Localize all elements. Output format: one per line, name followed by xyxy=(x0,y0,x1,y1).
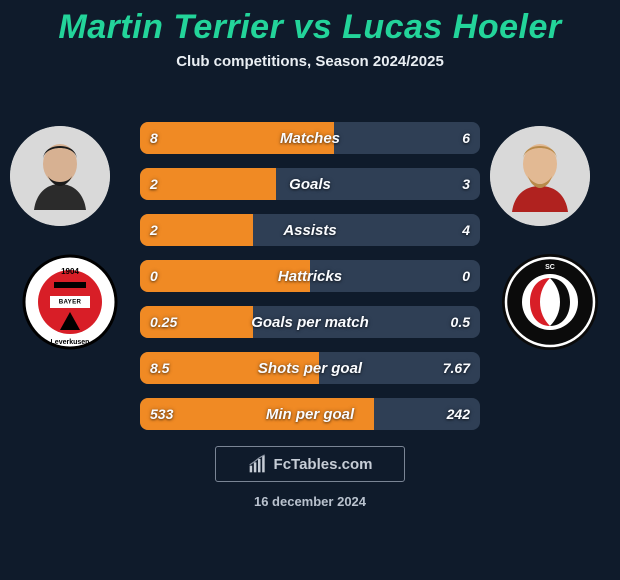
svg-text:Leverkusen: Leverkusen xyxy=(51,339,90,346)
stat-row: 00Hattricks xyxy=(140,260,480,292)
club-right-badge: SC xyxy=(500,252,600,352)
club-left-badge: 1904 BAYER Leverkusen xyxy=(20,252,120,352)
stat-label: Goals xyxy=(140,168,480,200)
stat-label: Goals per match xyxy=(140,306,480,338)
page-title: Martin Terrier vs Lucas Hoeler xyxy=(0,0,620,47)
person-icon xyxy=(490,126,590,226)
stat-row: 24Assists xyxy=(140,214,480,246)
stat-row: 8.57.67Shots per goal xyxy=(140,352,480,384)
player-left-avatar xyxy=(10,126,110,226)
svg-text:SC: SC xyxy=(545,264,555,271)
player-right-name: Lucas Hoeler xyxy=(342,8,562,46)
site-logo-box: FcTables.com xyxy=(215,446,405,482)
svg-text:BAYER: BAYER xyxy=(59,299,82,306)
comparison-infographic: Martin Terrier vs Lucas Hoeler Club comp… xyxy=(0,0,620,580)
club-year-text: 1904 xyxy=(61,267,79,276)
stats-rows: 86Matches 23Goals 24Assists 00Hattricks 0.25… xyxy=(140,122,480,444)
stat-label: Matches xyxy=(140,122,480,154)
club-crest-icon: 1904 BAYER Leverkusen xyxy=(20,252,120,352)
club-crest-icon: SC xyxy=(500,252,600,352)
stat-label: Min per goal xyxy=(140,398,480,430)
person-icon xyxy=(10,126,110,226)
vs-separator: vs xyxy=(293,8,332,46)
player-left-name: Martin Terrier xyxy=(58,8,283,46)
stat-label: Hattricks xyxy=(140,260,480,292)
stat-label: Shots per goal xyxy=(140,352,480,384)
stat-row: 23Goals xyxy=(140,168,480,200)
date-text: 16 december 2024 xyxy=(0,494,620,509)
page-subtitle: Club competitions, Season 2024/2025 xyxy=(0,53,620,70)
stat-row: 0.250.5Goals per match xyxy=(140,306,480,338)
stat-row: 533242Min per goal xyxy=(140,398,480,430)
bar-chart-icon xyxy=(248,454,268,474)
stat-row: 86Matches xyxy=(140,122,480,154)
player-right-avatar xyxy=(490,126,590,226)
site-name: FcTables.com xyxy=(274,456,373,473)
stat-label: Assists xyxy=(140,214,480,246)
